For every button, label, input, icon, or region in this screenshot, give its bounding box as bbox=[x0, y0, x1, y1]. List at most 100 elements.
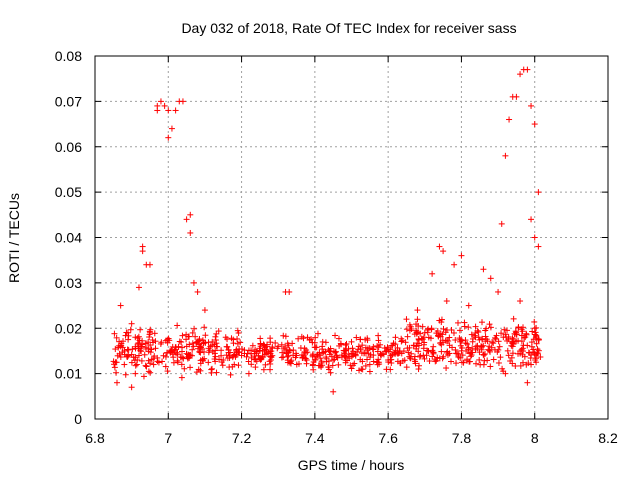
data-point bbox=[374, 342, 381, 349]
data-point bbox=[465, 344, 472, 351]
data-point bbox=[330, 388, 337, 395]
data-point bbox=[502, 370, 509, 377]
data-point bbox=[531, 121, 538, 128]
data-point bbox=[286, 288, 293, 295]
data-point bbox=[419, 323, 426, 330]
data-point bbox=[152, 338, 159, 345]
data-point bbox=[480, 266, 487, 273]
data-point bbox=[444, 326, 451, 333]
data-point bbox=[465, 302, 472, 309]
data-point bbox=[138, 357, 145, 364]
y-axis-title: ROTI / TECUs bbox=[6, 193, 22, 283]
data-point bbox=[280, 332, 287, 339]
data-point bbox=[111, 364, 118, 371]
data-point bbox=[355, 343, 362, 350]
data-point bbox=[297, 344, 304, 351]
data-point bbox=[504, 347, 511, 354]
data-point bbox=[362, 344, 369, 351]
data-point bbox=[213, 330, 220, 337]
data-point bbox=[525, 360, 532, 367]
data-point bbox=[410, 342, 417, 349]
data-point bbox=[252, 364, 259, 371]
data-point bbox=[473, 360, 480, 367]
data-point bbox=[205, 359, 212, 366]
data-point bbox=[150, 355, 157, 362]
data-point bbox=[201, 348, 208, 355]
data-point bbox=[257, 343, 264, 350]
data-point bbox=[343, 340, 350, 347]
data-point bbox=[132, 370, 139, 377]
data-point bbox=[284, 359, 291, 366]
data-point bbox=[352, 351, 359, 358]
data-point bbox=[320, 349, 327, 356]
data-point bbox=[495, 359, 502, 366]
data-point bbox=[452, 346, 459, 353]
data-point bbox=[220, 357, 227, 364]
data-point bbox=[436, 243, 443, 250]
data-point bbox=[451, 261, 458, 268]
data-point bbox=[135, 339, 142, 346]
data-point bbox=[443, 298, 450, 305]
data-point bbox=[524, 66, 531, 73]
data-point bbox=[394, 344, 401, 351]
data-point bbox=[145, 357, 152, 364]
data-point bbox=[196, 343, 203, 350]
data-point bbox=[189, 346, 196, 353]
data-point bbox=[377, 352, 384, 359]
data-point bbox=[475, 329, 482, 336]
data-point bbox=[509, 343, 516, 350]
data-point bbox=[529, 328, 536, 335]
data-point bbox=[128, 384, 135, 391]
data-point bbox=[404, 345, 411, 352]
data-point bbox=[136, 337, 143, 344]
data-point bbox=[467, 350, 474, 357]
y-tick-label: 0.07 bbox=[55, 93, 82, 109]
data-point bbox=[480, 352, 487, 359]
data-point bbox=[261, 351, 268, 358]
data-point bbox=[450, 329, 457, 336]
data-point bbox=[477, 361, 484, 368]
data-point bbox=[189, 340, 196, 347]
data-point bbox=[413, 345, 420, 352]
data-point bbox=[272, 339, 279, 346]
data-point bbox=[231, 361, 238, 368]
data-point bbox=[407, 355, 414, 362]
data-point bbox=[519, 359, 526, 366]
data-point bbox=[323, 354, 330, 361]
data-point bbox=[275, 343, 282, 350]
data-point bbox=[412, 360, 419, 367]
data-point bbox=[113, 334, 120, 341]
data-point bbox=[125, 346, 132, 353]
chart-title: Day 032 of 2018, Rate Of TEC Index for r… bbox=[181, 20, 516, 36]
data-point bbox=[351, 360, 358, 367]
data-point bbox=[142, 362, 149, 369]
data-point bbox=[380, 351, 387, 358]
data-point bbox=[180, 355, 187, 362]
data-point bbox=[492, 336, 499, 343]
data-point bbox=[438, 348, 445, 355]
data-point bbox=[295, 335, 302, 342]
data-point bbox=[302, 355, 309, 362]
data-point bbox=[417, 330, 424, 337]
data-point bbox=[396, 349, 403, 356]
data-point bbox=[311, 357, 318, 364]
data-point bbox=[304, 334, 311, 341]
y-tick-label: 0.03 bbox=[55, 275, 82, 291]
data-point bbox=[237, 339, 244, 346]
data-point bbox=[212, 333, 219, 340]
data-point bbox=[421, 329, 428, 336]
data-point bbox=[262, 344, 269, 351]
data-point bbox=[251, 350, 258, 357]
data-point bbox=[461, 319, 468, 326]
data-point bbox=[181, 365, 188, 372]
data-point bbox=[152, 345, 159, 352]
data-point bbox=[113, 369, 120, 376]
data-point bbox=[135, 352, 142, 359]
data-point bbox=[385, 357, 392, 364]
data-point bbox=[458, 252, 465, 259]
data-point bbox=[482, 327, 489, 334]
data-point bbox=[135, 284, 142, 291]
data-point bbox=[193, 339, 200, 346]
data-point bbox=[405, 349, 412, 356]
